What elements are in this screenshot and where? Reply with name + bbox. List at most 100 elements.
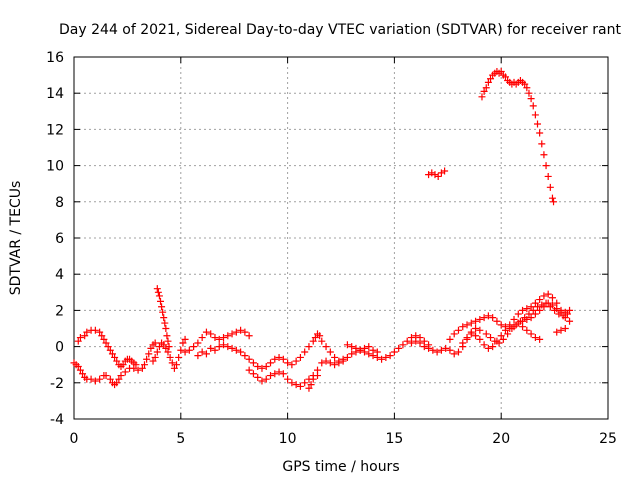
data-point [258, 364, 266, 372]
data-point [373, 348, 381, 356]
data-point [478, 93, 486, 101]
data-point [175, 353, 183, 361]
data-point [412, 337, 420, 345]
data-point [434, 172, 442, 180]
data-point [211, 334, 219, 342]
data-point [155, 343, 163, 351]
data-point [140, 361, 148, 369]
data-point [450, 350, 458, 358]
data-point [232, 346, 240, 354]
data-point [482, 330, 490, 338]
data-point [504, 330, 512, 338]
data-point [309, 337, 317, 345]
data-point [480, 87, 488, 95]
data-point [538, 140, 546, 148]
data-point [506, 321, 514, 329]
data-point [237, 348, 245, 356]
data-point [501, 73, 509, 81]
data-point [202, 328, 210, 336]
data-point [207, 330, 215, 338]
data-point [487, 334, 495, 342]
data-point [369, 346, 377, 354]
data-point [262, 363, 270, 371]
data-point [232, 328, 240, 336]
data-point [301, 348, 309, 356]
data-point [501, 326, 509, 334]
data-point [249, 370, 257, 378]
data-point [446, 346, 454, 354]
data-point [145, 350, 153, 358]
data-point [497, 67, 505, 75]
data-point [173, 361, 181, 369]
data-point [254, 363, 262, 371]
data-point [322, 343, 330, 351]
y-axis-label: SDTVAR / TECUs [8, 181, 24, 296]
data-point [163, 332, 171, 340]
data-point [154, 288, 162, 296]
data-point [307, 381, 315, 389]
data-point [202, 350, 210, 358]
data-point [523, 326, 531, 334]
data-point [104, 343, 112, 351]
data-point [198, 334, 206, 342]
data-point [534, 303, 542, 311]
data-point [331, 353, 339, 361]
data-point [166, 353, 174, 361]
data-point [228, 344, 236, 352]
data-point [81, 332, 89, 340]
data-point [102, 372, 110, 380]
data-point [521, 80, 529, 88]
data-point [546, 183, 554, 191]
data-point [279, 355, 287, 363]
data-point [352, 344, 360, 352]
data-point [160, 341, 168, 349]
data-point [215, 343, 223, 351]
data-point [258, 377, 266, 385]
data-point [301, 379, 309, 387]
data-point [76, 334, 84, 342]
y-tick-label: 16 [46, 50, 64, 66]
data-point [106, 375, 114, 383]
data-point [331, 361, 339, 369]
data-point [527, 314, 535, 322]
data-point [437, 346, 445, 354]
data-point [79, 370, 87, 378]
data-point [130, 364, 138, 372]
y-tick-label: 12 [46, 122, 64, 138]
y-tick-label: -2 [50, 376, 64, 392]
data-point [459, 323, 467, 331]
x-tick-label: 15 [385, 431, 403, 447]
data-point [356, 346, 364, 354]
data-point [420, 343, 428, 351]
data-point [521, 314, 529, 322]
data-point [115, 375, 123, 383]
data-point [557, 326, 565, 334]
axis-ticks: 0 5 10 15 20 25 -4 -2 0 2 4 6 8 10 12 14 16 [46, 50, 617, 447]
data-point [512, 321, 520, 329]
data-point [446, 335, 454, 343]
data-point [548, 294, 556, 302]
x-tick-label: 20 [492, 431, 510, 447]
data-point [220, 334, 228, 342]
data-point [531, 310, 539, 318]
data-point [288, 361, 296, 369]
y-tick-label: 8 [55, 195, 64, 211]
data-point [102, 339, 110, 347]
data-point [305, 384, 313, 392]
data-point [523, 84, 531, 92]
data-point [487, 75, 495, 83]
data-point [316, 332, 324, 340]
data-point [557, 306, 565, 314]
data-point [472, 325, 480, 332]
data-point [454, 326, 462, 334]
data-point [100, 335, 108, 343]
data-point [198, 348, 206, 356]
data-point [245, 366, 253, 374]
data-point [536, 296, 544, 304]
data-point [484, 344, 492, 352]
data-point [495, 339, 503, 347]
data-point [113, 357, 121, 365]
data-points [70, 67, 574, 392]
data-point [194, 352, 202, 360]
data-point [181, 335, 189, 343]
